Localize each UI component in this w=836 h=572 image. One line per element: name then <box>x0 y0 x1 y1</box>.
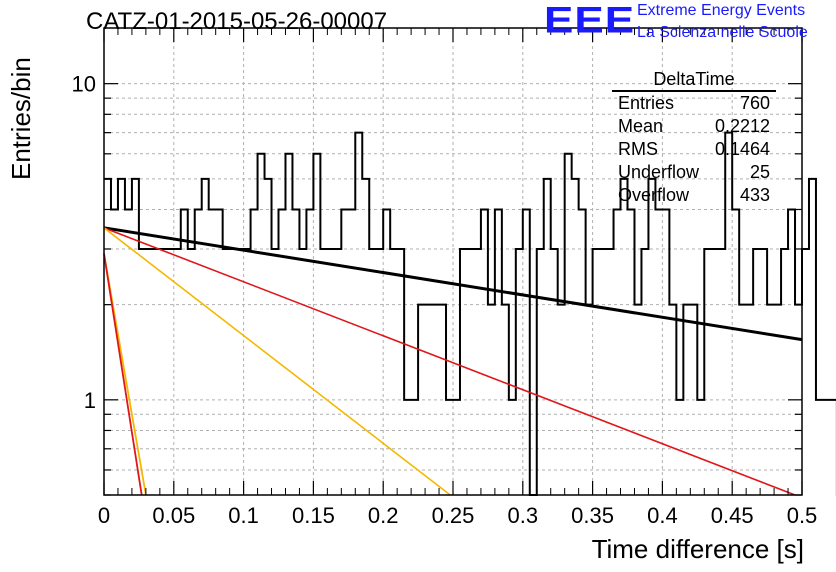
stats-label: Entries <box>618 93 675 113</box>
histogram-step-line <box>104 131 836 496</box>
stats-label: Underflow <box>618 162 700 182</box>
stats-row-entries: Entries 760 <box>612 92 776 115</box>
stats-row-rms: RMS 0.1464 <box>612 138 776 161</box>
stats-label: Overflow <box>618 185 690 205</box>
run-title: CATZ-01-2015-05-26-00007 <box>86 8 388 35</box>
stats-value: 433 <box>739 185 770 205</box>
logo-caption-2: La Scienza nelle Scuole <box>637 24 808 41</box>
stats-title: DeltaTime <box>653 69 735 89</box>
y-tick-label: 10 <box>72 72 96 97</box>
eee-logo: EEE <box>544 0 636 42</box>
x-tick-label: 0.3 <box>508 503 539 528</box>
stats-row-underflow: Underflow 25 <box>612 161 776 184</box>
x-axis-label: Time difference [s] <box>591 534 804 564</box>
fit-lines <box>103 226 803 496</box>
stats-label: RMS <box>618 139 658 159</box>
x-tick-label: 0.25 <box>432 503 475 528</box>
stats-label: Mean <box>618 116 664 136</box>
y-tick-label: 1 <box>84 388 96 413</box>
fit-line-orange <box>103 227 451 496</box>
y-axis-label: Entries/bin <box>6 57 36 180</box>
x-tick-label: 0.2 <box>368 503 399 528</box>
logo-caption-1: Extreme Energy Events <box>637 2 806 19</box>
x-tick-label: 0.5 <box>787 503 818 528</box>
stats-value: 760 <box>739 93 770 113</box>
fit-line-red-steep <box>103 253 143 496</box>
x-tick-label: 0 <box>98 503 110 528</box>
stats-row-overflow: Overflow 433 <box>612 184 776 207</box>
x-tick-label: 0.45 <box>711 503 754 528</box>
stats-value: 25 <box>749 162 770 182</box>
x-tick-label: 0.1 <box>228 503 259 528</box>
axes: 0 0.05 0.1 0.15 0.2 0.25 0.3 0.35 0.4 0.45 0.5 1 10 <box>72 28 818 528</box>
stats-divider <box>612 90 776 92</box>
x-tick-label: 0.4 <box>647 503 678 528</box>
stats-value: 0.1464 <box>714 139 770 159</box>
x-tick-label: 0.35 <box>571 503 614 528</box>
stats-value: 0.2212 <box>714 116 770 136</box>
stats-box: DeltaTime Entries 760 Mean 0.2212 RMS 0.… <box>612 68 776 207</box>
fit-line-black <box>103 226 803 342</box>
x-tick-label: 0.15 <box>292 503 335 528</box>
fit-line-red <box>103 227 796 496</box>
histogram <box>104 131 836 496</box>
stats-row-mean: Mean 0.2212 <box>612 115 776 138</box>
x-tick-label: 0.05 <box>152 503 195 528</box>
